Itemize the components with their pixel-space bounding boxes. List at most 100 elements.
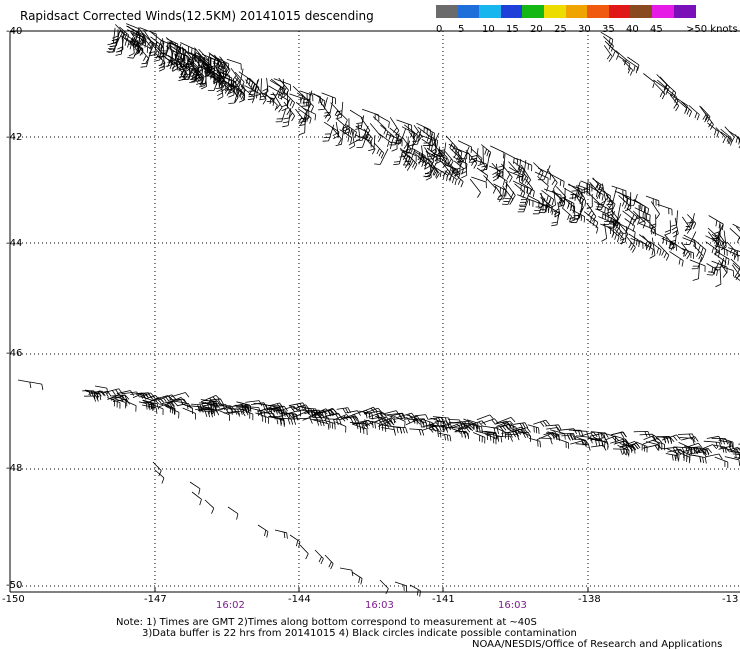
wind-barb [496, 417, 516, 424]
colorbar-label: 25 [554, 24, 567, 35]
wind-barb [138, 401, 154, 411]
wind-barb [438, 148, 448, 164]
wind-barb [178, 64, 188, 81]
wind-barb [651, 231, 668, 245]
wind-barb [601, 223, 608, 242]
wind-barb [715, 127, 726, 144]
wind-barb [191, 491, 202, 506]
wind-barb [150, 403, 164, 415]
wind-barb [355, 419, 373, 427]
wind-barb [154, 469, 165, 484]
wind-barb [577, 184, 591, 196]
wind-barb [494, 420, 511, 427]
time-label-1: 16:02 [216, 600, 245, 611]
wind-barb [335, 101, 344, 120]
wind-barb [493, 183, 507, 197]
wind-barb [684, 213, 695, 231]
wind-barb [233, 68, 244, 88]
wind-barb [425, 163, 432, 181]
wind-barb [119, 26, 130, 41]
wind-barb [680, 242, 691, 260]
wind-barb [375, 113, 390, 128]
wind-barb [148, 40, 158, 57]
wind-barb [624, 192, 632, 212]
wind-barb [289, 534, 301, 548]
colorbar-label: 5 [458, 24, 465, 35]
wind-barb [279, 405, 298, 413]
wind-barb [457, 424, 474, 431]
wind-barb [94, 385, 109, 395]
wind-barb [429, 428, 442, 438]
wind-barb [732, 223, 740, 229]
wind-barb [496, 420, 515, 429]
wind-barb [151, 32, 165, 49]
wind-barb [409, 428, 425, 436]
wind-barb [244, 85, 262, 101]
wind-barb [514, 427, 531, 435]
wind-barb [668, 231, 678, 250]
wind-barb [484, 430, 498, 439]
wind-barb [603, 432, 617, 443]
wind-barb [632, 199, 646, 213]
wind-barb [115, 39, 124, 56]
wind-barb [413, 419, 428, 429]
wind-barb [454, 430, 469, 438]
wind-barb [642, 437, 663, 445]
wind-barb [730, 451, 740, 459]
wind-barb [675, 98, 687, 114]
wind-barb [165, 45, 180, 61]
wind-barb [643, 435, 659, 442]
wind-barb [403, 149, 416, 166]
wind-barb [654, 83, 666, 100]
wind-barb [517, 194, 534, 207]
wind-barb [705, 241, 721, 258]
wind-barb [590, 431, 606, 439]
wind-barb [693, 238, 707, 256]
wind-barb [174, 62, 184, 79]
wind-barb [507, 170, 524, 184]
wind-barb [114, 396, 128, 407]
wind-barb [228, 410, 246, 417]
wind-barb [513, 159, 522, 174]
wind-barb [370, 416, 388, 424]
wind-barb [223, 410, 241, 417]
wind-barb [378, 420, 395, 428]
wind-barb [583, 211, 599, 229]
wind-barb [414, 151, 427, 165]
wind-barb [706, 435, 723, 442]
wind-barb [171, 54, 178, 72]
wind-barb [721, 437, 734, 449]
wind-barb [324, 554, 334, 570]
colorbar-swatch [587, 5, 610, 18]
wind-barb [371, 420, 387, 432]
wind-barb [442, 423, 462, 431]
wind-barb [726, 241, 738, 259]
wind-barb [689, 259, 706, 272]
wind-barb [374, 148, 389, 165]
wind-barb [476, 414, 495, 421]
wind-barb [368, 135, 376, 152]
wind-barb [132, 32, 146, 44]
wind-barb [665, 87, 677, 103]
wind-barb [374, 142, 385, 159]
wind-barb [681, 101, 692, 117]
time-label-3: 16:03 [498, 600, 527, 611]
wind-barb [236, 406, 250, 414]
wind-barbs [17, 23, 740, 597]
wind-barb [178, 63, 188, 81]
wind-barb [576, 435, 593, 444]
wind-barb [592, 177, 603, 195]
lat-label-50: -50 [6, 580, 23, 591]
wind-barb [356, 125, 369, 141]
wind-barb [520, 164, 532, 186]
wind-barb [533, 419, 550, 427]
wind-barb [681, 247, 694, 259]
wind-barb [233, 81, 245, 100]
wind-barb [302, 107, 316, 121]
colorbar-swatch [500, 5, 523, 18]
wind-barb [322, 124, 335, 142]
wind-barb [190, 67, 198, 83]
wind-barb [396, 119, 413, 132]
wind-barb [165, 49, 173, 67]
wind-barb [428, 417, 445, 424]
